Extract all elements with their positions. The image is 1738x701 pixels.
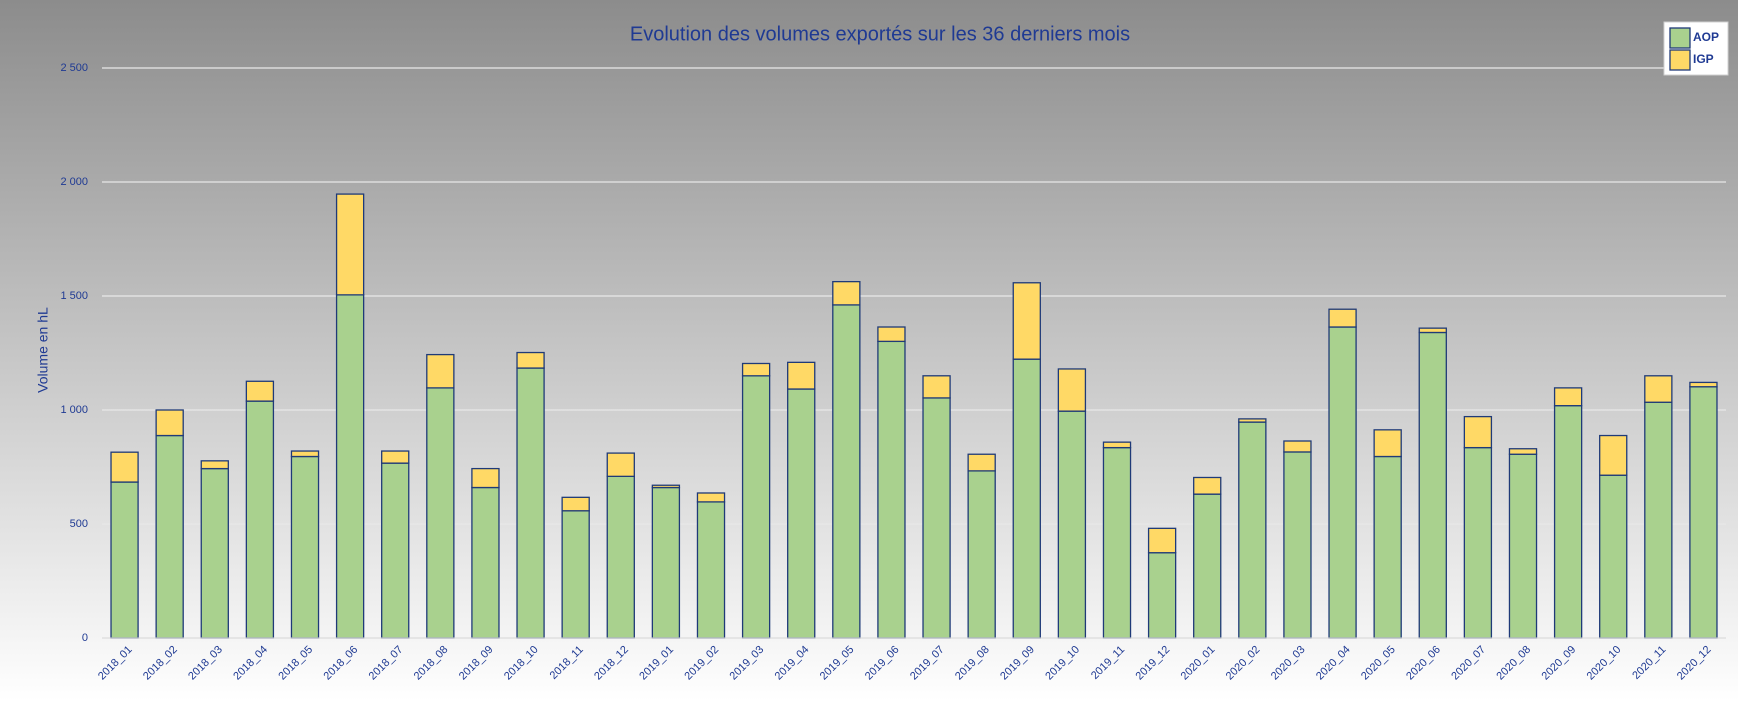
bar-segment [1057, 368, 1087, 412]
bar-segment [426, 387, 455, 639]
bar-segment [516, 367, 545, 639]
bar-segment [1553, 387, 1583, 407]
bar-segment [1283, 451, 1312, 639]
bar-segment [967, 470, 996, 639]
bar-segment [1689, 386, 1718, 639]
bar-segment [1283, 440, 1312, 453]
bar-segment [1463, 446, 1493, 639]
bar-segment [1147, 552, 1177, 639]
y-tick-label: 1 500 [60, 290, 88, 302]
bar-segment [561, 496, 590, 512]
bar-segment [1644, 375, 1673, 403]
bar-segment [606, 475, 635, 639]
y-axis-label: Volume en hL [35, 307, 51, 393]
bar-segment [1599, 474, 1628, 639]
bar-segment [1147, 527, 1177, 554]
bar-segment [787, 361, 816, 390]
bar-segment [1238, 418, 1267, 423]
bar-segment [1328, 326, 1357, 639]
bar-segment [471, 486, 500, 639]
bar-segment [877, 326, 906, 343]
bar-segment [245, 400, 275, 639]
bar-segment [1057, 410, 1087, 639]
bar-segment [155, 409, 184, 437]
y-tick-label: 2 500 [60, 62, 88, 74]
bar-segment [1238, 421, 1267, 639]
bar-segment [1102, 441, 1132, 449]
bar-segment [381, 450, 410, 464]
bar-segment [1012, 282, 1041, 360]
y-tick-label: 0 [82, 632, 88, 644]
bar-segment [741, 362, 771, 377]
bar-segment [922, 375, 951, 399]
bar-segment [1328, 308, 1357, 328]
bar-segment [200, 467, 229, 639]
bar-segment [1193, 493, 1222, 639]
bar-segment [651, 486, 681, 639]
bar-segment [290, 455, 320, 639]
bar-segment [832, 304, 861, 639]
bar-segment [381, 462, 410, 639]
bar-segment [606, 452, 635, 477]
bar-segment [290, 450, 320, 458]
bar-segment [1373, 429, 1402, 458]
chart-title: Evolution des volumes exportés sur les 3… [630, 23, 1130, 45]
legend-swatch [1669, 27, 1691, 49]
legend-swatch [1669, 49, 1691, 71]
bar-segment [1599, 434, 1628, 476]
bar-segment [155, 434, 184, 639]
bar-segment [245, 380, 275, 402]
bar-segment [335, 193, 365, 296]
bar-segment [1689, 381, 1718, 388]
bar-segment [471, 467, 500, 489]
y-tick-label: 1 000 [60, 404, 88, 416]
bar-segment [110, 451, 139, 483]
y-tick-label: 2 000 [60, 176, 88, 188]
bar-segment [877, 340, 906, 639]
bar-segment [922, 397, 951, 639]
bar-segment [787, 388, 816, 639]
bar-segment [335, 294, 365, 639]
bar-segment [1373, 455, 1402, 639]
bar-segment [1012, 358, 1041, 639]
bar-segment [200, 460, 229, 470]
legend-label: IGP [1693, 52, 1714, 66]
bar-segment [1463, 415, 1493, 449]
legend-label: AOP [1693, 30, 1719, 44]
bar-segment [741, 375, 771, 639]
y-tick-label: 500 [70, 518, 88, 530]
bar-segment [110, 481, 139, 639]
bar-segment [1508, 448, 1538, 455]
bar-segment [561, 510, 590, 639]
bar-segment [1644, 401, 1673, 639]
bar-segment [967, 453, 996, 472]
bar-segment [832, 280, 861, 306]
bar-segment [651, 484, 681, 489]
bar-segment [1193, 476, 1222, 495]
bar-segment [1102, 446, 1132, 639]
bar-segment [1418, 331, 1447, 639]
bar-segment [696, 492, 726, 503]
bar-segment [1508, 453, 1538, 639]
bar-segment [1418, 327, 1447, 334]
bar-segment [1553, 405, 1583, 639]
bar-segment [516, 351, 545, 369]
bar-segment [696, 501, 726, 639]
bar-segment [426, 353, 455, 389]
